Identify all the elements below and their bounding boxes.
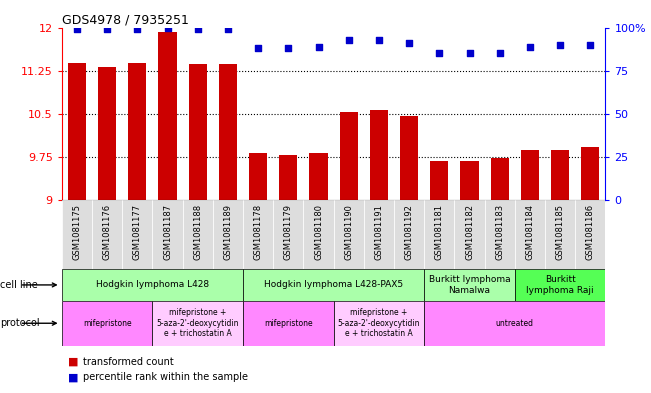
Point (464, 50, 475, 57)
Point (313, 43, 324, 50)
Bar (68, 63, 86, 200)
Text: GSM1081191: GSM1081191 (374, 204, 383, 260)
Text: GSM1081188: GSM1081188 (193, 204, 202, 260)
Text: GSM1081186: GSM1081186 (586, 204, 595, 260)
Text: untreated: untreated (496, 319, 534, 328)
Bar (62, 269, 243, 301)
Text: cell line: cell line (0, 280, 38, 290)
Bar (424, 269, 515, 301)
Text: ■: ■ (68, 356, 79, 367)
Point (344, 37, 354, 43)
Text: percentile rank within the sample: percentile rank within the sample (83, 372, 247, 382)
Text: mifepristone: mifepristone (83, 319, 132, 328)
Bar (521, 150, 539, 200)
Bar (249, 153, 267, 200)
Text: GSM1081180: GSM1081180 (314, 204, 323, 260)
Bar (243, 200, 273, 269)
Text: mifepristone +
5-aza-2'-deoxycytidin
e + trichostatin A: mifepristone + 5-aza-2'-deoxycytidin e +… (156, 309, 239, 338)
Point (555, 42, 565, 48)
Bar (158, 32, 176, 200)
Point (585, 42, 596, 48)
Point (223, 26, 233, 32)
Text: GSM1081184: GSM1081184 (525, 204, 534, 260)
Text: ■: ■ (68, 372, 79, 382)
Bar (152, 200, 183, 269)
Text: GSM1081183: GSM1081183 (495, 204, 505, 260)
Bar (122, 200, 152, 269)
Bar (213, 200, 243, 269)
Text: GSM1081187: GSM1081187 (163, 204, 172, 260)
Text: GSM1081175: GSM1081175 (72, 204, 81, 260)
Bar (219, 64, 237, 200)
Text: GSM1081179: GSM1081179 (284, 204, 293, 260)
Bar (243, 269, 424, 301)
Bar (189, 64, 207, 200)
Bar (400, 116, 418, 200)
Text: GSM1081177: GSM1081177 (133, 204, 142, 260)
Point (404, 40, 414, 46)
Point (495, 50, 505, 57)
Bar (491, 158, 509, 200)
Point (253, 45, 264, 51)
Bar (424, 301, 605, 346)
Text: GSM1081189: GSM1081189 (223, 204, 232, 260)
Bar (333, 301, 424, 346)
Bar (309, 152, 327, 200)
Point (283, 45, 294, 51)
Point (102, 26, 113, 32)
Bar (460, 161, 478, 200)
Bar (454, 200, 484, 269)
Point (193, 26, 203, 32)
Bar (575, 200, 605, 269)
Text: GDS4978 / 7935251: GDS4978 / 7935251 (62, 13, 189, 26)
Bar (551, 150, 569, 200)
Bar (515, 200, 545, 269)
Bar (430, 161, 449, 200)
Bar (484, 200, 515, 269)
Text: GSM1081192: GSM1081192 (405, 204, 413, 260)
Text: Burkitt lymphoma
Namalwa: Burkitt lymphoma Namalwa (429, 275, 510, 295)
Bar (581, 147, 600, 200)
Bar (152, 301, 243, 346)
Text: GSM1081182: GSM1081182 (465, 204, 474, 260)
Bar (515, 269, 605, 301)
Text: mifepristone: mifepristone (264, 319, 312, 328)
Point (162, 24, 173, 31)
Bar (303, 200, 333, 269)
Bar (62, 301, 152, 346)
Point (525, 43, 535, 50)
Bar (62, 200, 92, 269)
Bar (364, 200, 394, 269)
Bar (370, 110, 388, 200)
Bar (92, 200, 122, 269)
Bar (243, 301, 333, 346)
Text: GSM1081178: GSM1081178 (254, 204, 262, 260)
Bar (545, 200, 575, 269)
Point (72, 26, 82, 32)
Bar (98, 67, 116, 200)
Bar (128, 63, 146, 200)
Text: transformed count: transformed count (83, 356, 173, 367)
Text: GSM1081176: GSM1081176 (103, 204, 111, 260)
Text: mifepristone +
5-aza-2'-deoxycytidin
e + trichostatin A: mifepristone + 5-aza-2'-deoxycytidin e +… (338, 309, 420, 338)
Bar (340, 112, 358, 200)
Bar (424, 200, 454, 269)
Text: Hodgkin lymphoma L428-PAX5: Hodgkin lymphoma L428-PAX5 (264, 281, 403, 289)
Text: Hodgkin lymphoma L428: Hodgkin lymphoma L428 (96, 281, 209, 289)
Bar (333, 200, 364, 269)
Point (374, 37, 384, 43)
Point (132, 26, 143, 32)
Bar (273, 200, 303, 269)
Text: Burkitt
lymphoma Raji: Burkitt lymphoma Raji (526, 275, 594, 295)
Bar (394, 200, 424, 269)
Text: GSM1081190: GSM1081190 (344, 204, 353, 260)
Text: GSM1081185: GSM1081185 (556, 204, 564, 260)
Bar (279, 156, 298, 200)
Point (434, 50, 445, 57)
Bar (183, 200, 213, 269)
Text: protocol: protocol (0, 318, 40, 328)
Text: GSM1081181: GSM1081181 (435, 204, 444, 260)
